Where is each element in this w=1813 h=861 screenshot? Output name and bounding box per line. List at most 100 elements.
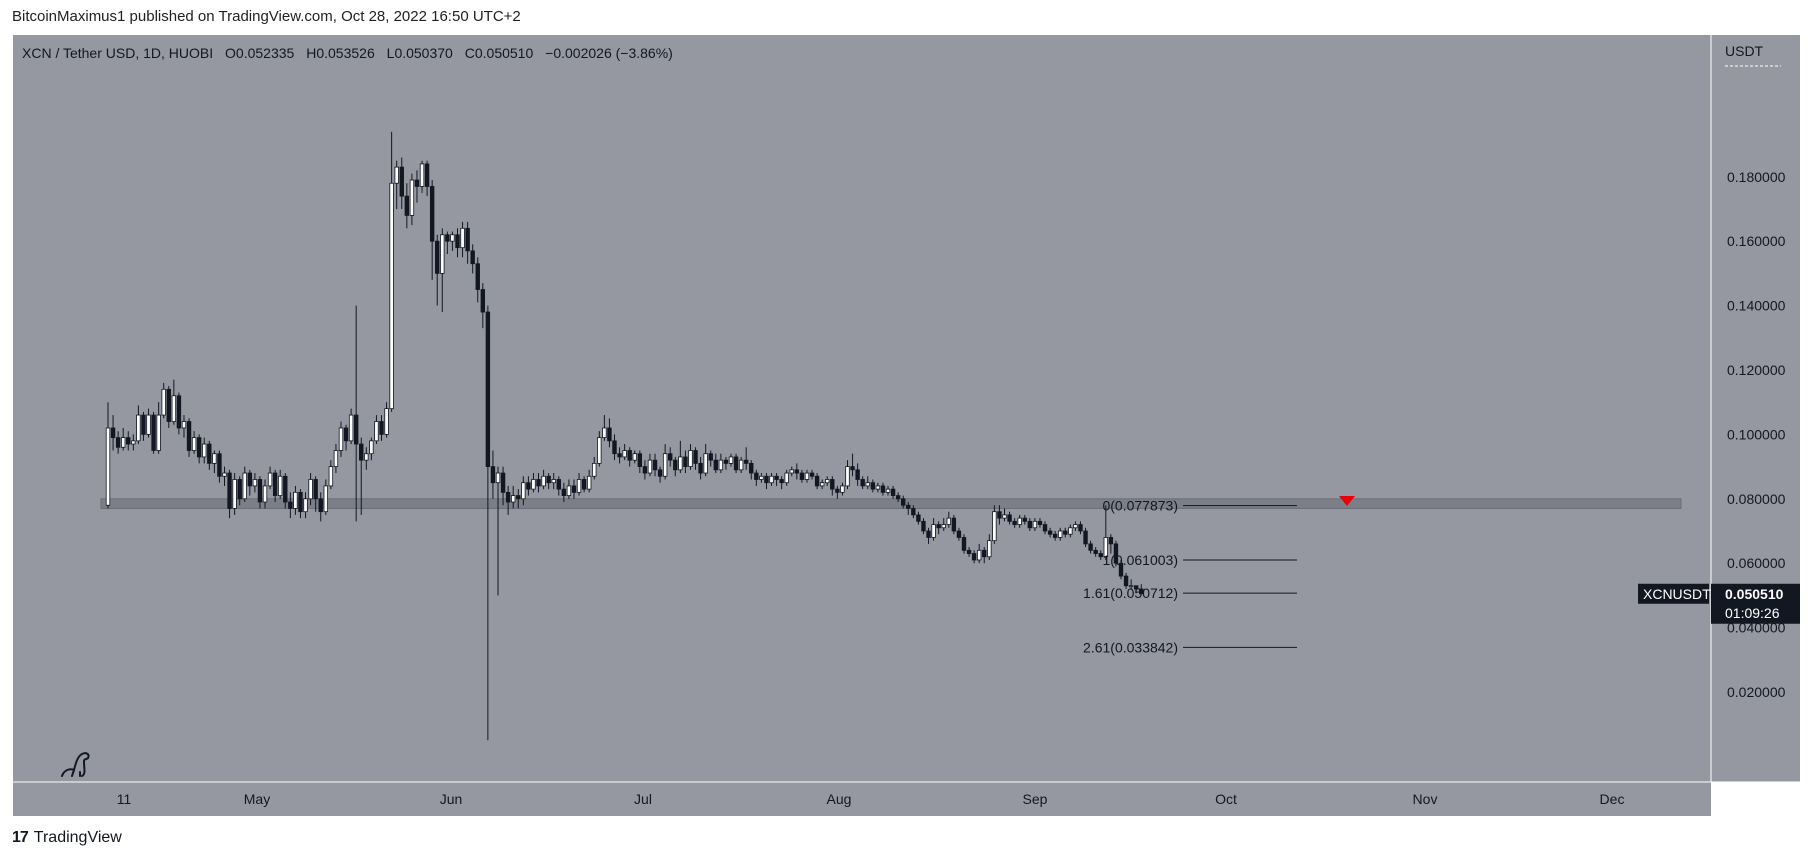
candle[interactable]: [784, 469, 789, 486]
candle[interactable]: [232, 473, 237, 515]
candle[interactable]: [566, 479, 572, 499]
candle[interactable]: [384, 402, 389, 438]
candle[interactable]: [728, 453, 734, 467]
candle[interactable]: [982, 547, 987, 564]
candle[interactable]: [105, 402, 111, 509]
candle[interactable]: [536, 473, 541, 493]
candle[interactable]: [1139, 584, 1144, 595]
candle[interactable]: [921, 518, 926, 535]
candle[interactable]: [571, 479, 577, 499]
candle[interactable]: [541, 469, 546, 490]
candle[interactable]: [825, 476, 830, 486]
candle[interactable]: [1068, 524, 1073, 538]
candle[interactable]: [1123, 572, 1129, 589]
candle[interactable]: [916, 511, 921, 525]
time-axis[interactable]: [13, 782, 1711, 816]
candle[interactable]: [607, 418, 612, 448]
candle[interactable]: [521, 476, 526, 506]
candle[interactable]: [581, 476, 587, 493]
fib-level[interactable]: 1.61(0.050712): [1083, 585, 1297, 601]
candle[interactable]: [941, 518, 946, 531]
candle[interactable]: [323, 479, 328, 515]
plot-area[interactable]: [13, 35, 1711, 782]
candle[interactable]: [338, 421, 344, 457]
candle[interactable]: [794, 463, 800, 480]
candle[interactable]: [120, 427, 126, 451]
candle[interactable]: [576, 473, 582, 496]
candle[interactable]: [136, 405, 141, 445]
candle[interactable]: [510, 485, 516, 509]
candle[interactable]: [657, 466, 663, 483]
candle[interactable]: [186, 418, 192, 457]
candle[interactable]: [212, 450, 217, 474]
red-arrow-down-icon[interactable]: [1339, 496, 1355, 506]
candle[interactable]: [875, 482, 881, 493]
candle[interactable]: [465, 221, 470, 264]
candle[interactable]: [328, 460, 334, 490]
candle[interactable]: [318, 492, 323, 522]
candle[interactable]: [774, 473, 779, 486]
candle[interactable]: [343, 424, 349, 451]
candle[interactable]: [313, 476, 318, 512]
fib-level[interactable]: 0(0.077873): [1102, 498, 1297, 514]
candle[interactable]: [850, 453, 855, 477]
candle[interactable]: [166, 386, 171, 428]
candle[interactable]: [546, 473, 551, 490]
candle[interactable]: [475, 257, 480, 303]
candle[interactable]: [227, 469, 232, 519]
candle[interactable]: [966, 547, 972, 557]
candle[interactable]: [1022, 514, 1027, 525]
candle[interactable]: [1128, 579, 1134, 589]
candle[interactable]: [733, 453, 739, 474]
candle[interactable]: [662, 444, 668, 480]
candle[interactable]: [445, 231, 450, 255]
candle[interactable]: [789, 466, 794, 477]
candle[interactable]: [703, 444, 708, 477]
candle[interactable]: [1103, 505, 1109, 560]
candle[interactable]: [835, 485, 840, 499]
candle[interactable]: [308, 473, 313, 506]
candle[interactable]: [252, 473, 258, 493]
candle[interactable]: [333, 444, 339, 474]
candle[interactable]: [586, 469, 592, 493]
candle[interactable]: [369, 437, 374, 461]
candle[interactable]: [668, 447, 673, 467]
candle[interactable]: [379, 415, 384, 441]
candle[interactable]: [429, 180, 435, 280]
candle[interactable]: [298, 489, 303, 519]
candle[interactable]: [754, 469, 759, 486]
candle[interactable]: [764, 473, 769, 490]
fib-level[interactable]: 2.61(0.033842): [1083, 639, 1297, 655]
candle[interactable]: [997, 505, 1002, 525]
candle[interactable]: [409, 173, 415, 226]
candle[interactable]: [485, 305, 491, 741]
footer-brand[interactable]: 17 TradingView: [12, 829, 122, 847]
candle[interactable]: [845, 460, 850, 490]
candle[interactable]: [799, 469, 805, 483]
candle[interactable]: [1093, 547, 1098, 557]
candle[interactable]: [627, 447, 632, 467]
candle[interactable]: [749, 460, 754, 480]
candle[interactable]: [348, 408, 354, 445]
candle[interactable]: [612, 434, 617, 461]
candle[interactable]: [455, 228, 460, 258]
candle[interactable]: [202, 437, 207, 464]
candle[interactable]: [247, 469, 253, 496]
candle[interactable]: [394, 160, 399, 209]
candle[interactable]: [678, 440, 683, 474]
candle[interactable]: [987, 534, 992, 560]
candle[interactable]: [1088, 540, 1093, 554]
candle[interactable]: [288, 492, 293, 519]
candle[interactable]: [1017, 514, 1022, 528]
candle[interactable]: [115, 431, 121, 454]
candle[interactable]: [1073, 521, 1078, 531]
candle[interactable]: [713, 453, 718, 474]
candle[interactable]: [435, 234, 440, 306]
candle[interactable]: [526, 476, 531, 496]
candle[interactable]: [901, 495, 906, 509]
price-axis[interactable]: [1711, 35, 1800, 782]
candle[interactable]: [262, 479, 268, 509]
candle[interactable]: [1118, 559, 1124, 580]
candle[interactable]: [196, 434, 202, 464]
candle[interactable]: [956, 527, 962, 541]
